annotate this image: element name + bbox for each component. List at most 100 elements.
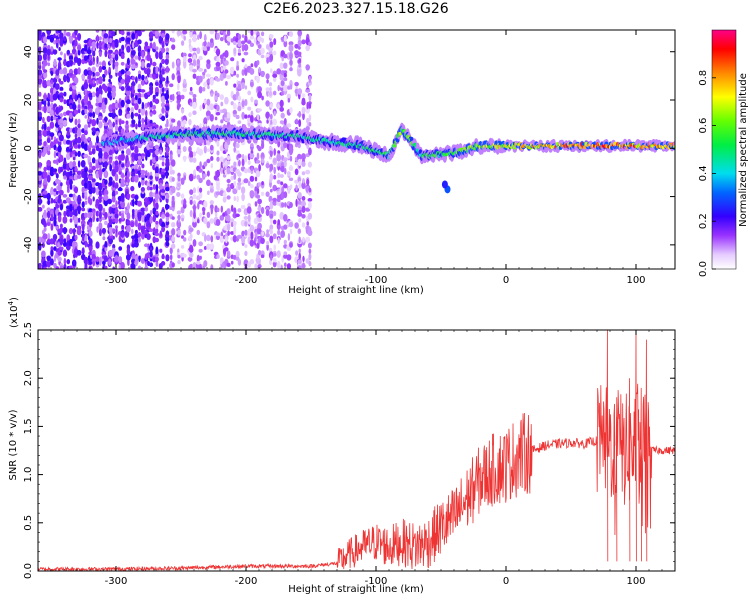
heatmap-speckle [42, 171, 48, 179]
heatmap-speckle [131, 119, 136, 125]
heatmap-speckle [46, 159, 52, 167]
heatmap-speckle [258, 249, 262, 256]
heatmap-speckle [241, 100, 245, 108]
heatmap-speckle [169, 164, 173, 172]
heatmap-speckle [59, 227, 64, 233]
heatmap-speckle [95, 62, 100, 68]
heatmap-speckle [138, 53, 141, 57]
heatmap-speckle [62, 241, 67, 247]
heatmap-speckle [98, 102, 103, 108]
heatmap-speckle [269, 41, 274, 48]
heatmap-speckle [126, 31, 131, 36]
heatmap-speckle [166, 118, 169, 127]
heatmap-speckle [134, 259, 139, 265]
heatmap-speckle [177, 172, 181, 178]
heatmap-speckle [68, 161, 74, 169]
heatmap-speckle [131, 171, 136, 178]
heatmap-speckle [176, 59, 180, 64]
heatmap-speckle [154, 232, 160, 237]
heatmap-speckle [65, 32, 71, 37]
heatmap-speckle [301, 205, 306, 213]
heatmap-speckle [52, 168, 58, 173]
heatmap-speckle [134, 163, 138, 169]
x-tick-label: -100 [365, 576, 388, 587]
heatmap-speckle [134, 233, 139, 240]
heatmap-speckle [98, 95, 103, 103]
heatmap-speckle [91, 178, 96, 183]
heatmap-speckle [59, 246, 64, 251]
heatmap-speckle [95, 30, 100, 33]
heatmap-speckle [165, 47, 170, 53]
heatmap-speckle [244, 229, 248, 236]
heatmap-speckle [192, 54, 197, 61]
heatmap-speckle [88, 140, 93, 149]
heatmap-speckle [104, 220, 108, 226]
heatmap-speckle [69, 112, 73, 120]
heatmap-speckle [135, 154, 138, 162]
heatmap-speckle [138, 55, 141, 61]
heatmap-speckle [164, 154, 169, 159]
heatmap-speckle [140, 187, 145, 192]
heatmap-speckle [257, 91, 262, 99]
heatmap-speckle [176, 94, 182, 101]
heatmap-speckle [257, 198, 262, 205]
heatmap-speckle [43, 100, 47, 107]
heatmap-speckle [272, 73, 278, 78]
colorbar-label: Normalized spectral amplitude [738, 73, 749, 227]
heatmap-speckle [280, 230, 286, 238]
heatmap-speckle [182, 55, 187, 63]
heatmap-speckle [103, 85, 109, 92]
heatmap-speckle [38, 162, 42, 168]
heatmap-speckle [198, 192, 203, 199]
heatmap-speckle [236, 234, 242, 239]
heatmap-speckle [233, 146, 237, 153]
heatmap-speckle [41, 250, 46, 258]
heatmap-speckle [38, 141, 42, 146]
heatmap-speckle [308, 41, 312, 47]
heatmap-speckle [279, 75, 284, 81]
heatmap-speckle [249, 190, 255, 198]
heatmap-speckle [114, 173, 119, 182]
heatmap-speckle [140, 207, 146, 212]
heatmap-speckle [243, 168, 249, 174]
heatmap-speckle [269, 54, 274, 61]
heatmap-speckle [49, 258, 54, 266]
heatmap-speckle [181, 235, 185, 239]
heatmap-speckle [171, 73, 175, 81]
heatmap-speckle [272, 184, 278, 192]
heatmap-speckle [192, 262, 197, 269]
heatmap-speckle [68, 228, 74, 235]
heatmap-speckle [273, 90, 277, 96]
heatmap-speckle [135, 76, 138, 84]
heatmap-speckle [158, 53, 163, 60]
heatmap-speckle [235, 250, 240, 258]
heatmap-speckle [83, 39, 89, 44]
heatmap-speckle [203, 40, 207, 47]
heatmap-speckle [284, 167, 287, 175]
heatmap-speckle [126, 212, 131, 220]
heatmap-speckle [171, 38, 176, 43]
heatmap-speckle [307, 212, 313, 220]
heatmap-speckle [77, 127, 82, 136]
heatmap-speckle [84, 263, 88, 269]
heatmap-speckle [141, 215, 145, 223]
heatmap-speckle [308, 260, 312, 267]
heatmap-speckle [308, 122, 312, 127]
heatmap-speckle [77, 118, 81, 124]
heatmap-speckle [216, 142, 220, 147]
heatmap-speckle [270, 254, 273, 261]
heatmap-speckle [199, 104, 202, 111]
heatmap-speckle [276, 153, 282, 161]
heatmap-speckle [203, 200, 208, 208]
heatmap-speckle [183, 60, 187, 69]
heatmap-speckle [125, 120, 129, 125]
heatmap-speckle [76, 205, 82, 212]
heatmap-speckle [99, 211, 102, 219]
heatmap-speckle [145, 78, 148, 83]
heatmap-speckle [260, 47, 265, 55]
heatmap-speckle [165, 33, 170, 41]
heatmap-speckle [101, 66, 107, 70]
heatmap-speckle [206, 148, 210, 153]
heatmap-speckle [62, 119, 68, 127]
heatmap-speckle [215, 219, 221, 226]
